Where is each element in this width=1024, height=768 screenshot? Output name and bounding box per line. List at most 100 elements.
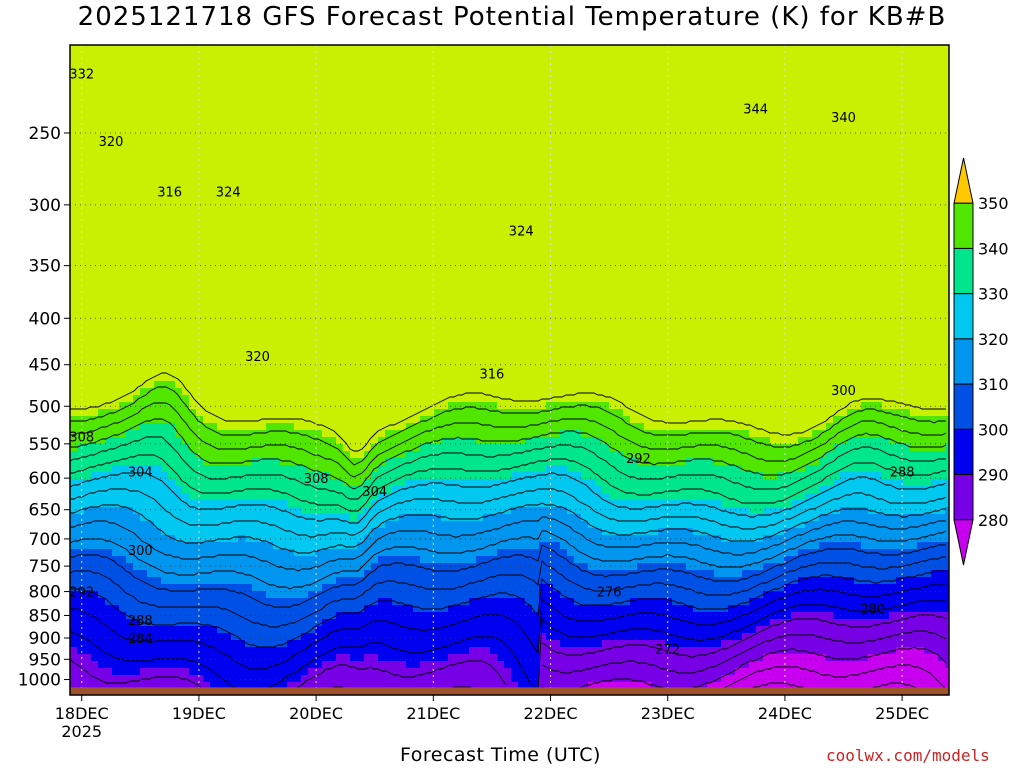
y-tick-label: 400 [29, 309, 61, 329]
contour-label: 292 [626, 452, 651, 467]
x-axis: 18DEC 19DEC 20DEC 21DEC 22DEC 23DEC 24DEC 25DEC… [55, 695, 929, 741]
x-tick-label: 24DEC [758, 704, 812, 723]
colorbar-label: 340 [978, 239, 1009, 258]
x-tick-label: 19DEC [172, 704, 226, 723]
contour-label: 288 [890, 466, 915, 481]
contour-label-text: 304 [128, 466, 153, 481]
colorbar-label: 290 [978, 466, 1009, 485]
contour-label: 288 [128, 614, 153, 629]
contour-label-text: 272 [655, 643, 680, 658]
contour-label-text: 320 [99, 135, 124, 150]
y-tick-label: 550 [29, 435, 61, 455]
isentrope-344 [70, 402, 947, 478]
y-tick-label: 850 [29, 606, 61, 626]
contour-label: 316 [157, 185, 182, 200]
x-tick-label: 21DEC [406, 704, 460, 723]
isentrope-276 [717, 664, 947, 692]
y-tick-label: 700 [29, 530, 61, 550]
colorbar-box [953, 474, 974, 521]
x-tick-label: 20DEC [289, 704, 343, 723]
contour-label: 280 [860, 602, 885, 617]
colorbar-label: 300 [978, 420, 1009, 439]
contour-label: 300 [128, 544, 153, 559]
y-tick-label: 650 [29, 501, 61, 521]
contour-label: 308 [69, 431, 94, 446]
x-tick-label: 18DEC [55, 704, 109, 723]
contour-label: 304 [362, 485, 387, 500]
isentrope-296 [70, 584, 946, 670]
contour-label-text: 280 [860, 602, 885, 617]
isentrope-340 [70, 418, 947, 490]
y-tick-label: 750 [29, 557, 61, 577]
isentrope-280 [541, 646, 947, 692]
contour-label-text: 288 [890, 466, 915, 481]
y-tick-label: 250 [29, 124, 61, 144]
colorbar-box [953, 247, 974, 295]
colorbar-label: 310 [978, 375, 1009, 394]
contour-label-text: 292 [69, 586, 94, 601]
x-tick-label: 23DEC [641, 704, 695, 723]
contour-label-text: 332 [69, 68, 94, 83]
colorbar-box [953, 383, 974, 430]
isentrope-316 [70, 516, 946, 572]
contour-label-text: 288 [128, 614, 153, 629]
credit-link[interactable]: coolwx.com/models [826, 746, 990, 765]
isentrope-contours [70, 372, 947, 694]
y-tick-label: 600 [29, 469, 61, 489]
contour-label: 276 [597, 586, 622, 601]
contour-label-text: 308 [69, 431, 94, 446]
contour-label: 304 [128, 466, 153, 481]
theta-field [70, 45, 949, 695]
contour-label-text: 300 [128, 544, 153, 559]
contour-label-text: 292 [626, 452, 651, 467]
contour-label-text: 304 [362, 485, 387, 500]
colorbar: 280 290 300 310 320 330 340 350 [953, 157, 1009, 566]
contour-label-text: 284 [128, 632, 153, 647]
colorbar-label: 320 [978, 330, 1009, 349]
contour-label-text: 316 [480, 367, 505, 382]
y-axis: 250 300 350 400 450 500 550 600 650 700 750 800 850 9… [18, 124, 70, 691]
contour-label: 320 [245, 350, 270, 365]
contour-label-text: 308 [304, 472, 329, 487]
y-tick-label: 500 [29, 397, 61, 417]
contour-label: 344 [743, 103, 768, 118]
colorbar-box [953, 428, 974, 476]
contour-label-text: 344 [743, 103, 768, 118]
isentrope-320 [70, 502, 946, 554]
colorbar-label: 330 [978, 285, 1009, 304]
contour-label: 320 [99, 135, 124, 150]
ground-terrain [70, 687, 949, 695]
contour-label-text: 320 [245, 350, 270, 365]
isentrope-324 [70, 488, 947, 538]
x-tick-label: 25DEC [875, 704, 929, 723]
contour-label: 324 [509, 224, 534, 239]
colorbar-extend-bottom [953, 519, 974, 566]
y-tick-label: 450 [29, 356, 61, 376]
y-tick-label: 900 [29, 629, 61, 649]
contour-labels: 332 320 316 324 308 304 300 292 288 284 320 308 304 3… [69, 68, 915, 658]
colorbar-box [953, 293, 974, 340]
isentrope-352 [70, 372, 946, 452]
x-axis-label: Forecast Time (UTC) [400, 744, 601, 766]
isentrope-288 [70, 614, 947, 694]
colorbar-label: 350 [978, 194, 1009, 213]
contour-label: 300 [831, 384, 856, 399]
isentrope-332 [70, 454, 946, 512]
contour-label: 292 [69, 586, 94, 601]
y-tick-label: 800 [29, 583, 61, 603]
chart-title: 2025121718 GFS Forecast Potential Temper… [77, 2, 947, 32]
isentrope-304 [70, 556, 946, 628]
isentrope-336 [70, 436, 946, 500]
colorbar-extend-top [953, 157, 974, 204]
colorbar-label: 280 [978, 511, 1009, 530]
contour-label: 308 [304, 472, 329, 487]
contour-label-text: 316 [157, 185, 182, 200]
plot-frame [69, 44, 950, 696]
y-tick-label: 350 [29, 257, 61, 277]
isentrope-312 [70, 530, 947, 590]
contour-label: 316 [480, 367, 505, 382]
contour-label-text: 340 [831, 111, 856, 126]
y-tick-label: 1000 [18, 671, 61, 691]
contour-label: 340 [831, 111, 856, 126]
